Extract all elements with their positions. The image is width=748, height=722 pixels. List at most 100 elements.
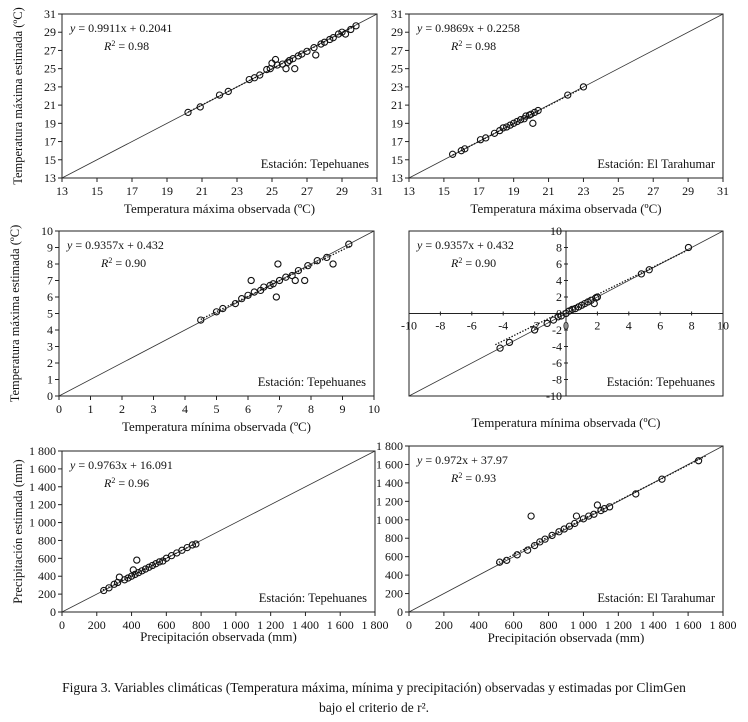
y-tick-label: 25 xyxy=(44,62,56,76)
station-label: Estación: Tepehuanes xyxy=(261,157,369,171)
data-point xyxy=(605,503,614,511)
x-tick-label: 8 xyxy=(308,402,314,416)
data-point xyxy=(461,145,469,153)
regression-equation: y = 0.9869x + 0.2258 xyxy=(416,21,520,35)
data-point xyxy=(334,30,343,38)
y-tick-label: 1 400 xyxy=(376,476,403,490)
chart-panel-6: 0 200 400 600 800 1 000 1 200 1 400 1 600 1 800 0 2… xyxy=(376,439,737,645)
data-point xyxy=(212,308,221,316)
chart-panel-2: 13 15 17 19 21 23 25 27 29 31 13 15 17 19 21 23 25 27 29 31… xyxy=(391,7,729,216)
data-point xyxy=(197,316,205,324)
x-tick-label: 6 xyxy=(245,402,251,416)
x-tick-label: 19 xyxy=(508,184,520,198)
y-tick-label: 1 600 xyxy=(376,457,403,471)
x-tick-label: 800 xyxy=(192,618,210,632)
data-point xyxy=(482,134,490,142)
data-point xyxy=(184,108,192,117)
x-tick-label: -2 xyxy=(530,319,540,333)
y-tick-label: 200 xyxy=(38,587,56,601)
y-axis-title: Temperatura máxima estimada (ºC) xyxy=(11,7,25,185)
data-point xyxy=(530,541,539,550)
y-tick-label: 4 xyxy=(47,323,53,337)
data-point xyxy=(448,150,457,158)
data-point xyxy=(133,556,141,564)
r-squared-label: R2 = 0.93 xyxy=(450,471,496,486)
data-point xyxy=(312,51,320,59)
x-tick-label: 2 xyxy=(594,319,600,333)
x-tick-label: 23 xyxy=(577,184,589,198)
y-tick-label: 9 xyxy=(47,241,53,255)
data-point xyxy=(516,116,525,124)
data-point xyxy=(527,512,535,520)
y-tick-label: 29 xyxy=(391,25,403,39)
data-point xyxy=(273,61,281,69)
y-tick-label: 10 xyxy=(550,224,562,238)
y-tick-label: 200 xyxy=(385,587,403,601)
y-tick-label: 8 xyxy=(47,257,53,271)
y-tick-label: 1 000 xyxy=(29,516,56,530)
data-point xyxy=(284,58,292,66)
x-axis-title: Temperatura mínima observada (ºC) xyxy=(471,415,660,430)
r-squared-label: R2 = 0.90 xyxy=(100,256,146,271)
x-tick-label: 13 xyxy=(56,184,68,198)
x-tick-label: 0 xyxy=(59,618,65,632)
data-point xyxy=(694,457,703,465)
y-tick-label: 0 xyxy=(47,389,53,403)
data-point xyxy=(272,293,280,301)
data-point xyxy=(593,501,602,509)
x-tick-label: 800 xyxy=(540,618,558,632)
data-point xyxy=(134,568,143,577)
data-point xyxy=(288,271,296,280)
data-point xyxy=(590,510,598,518)
data-point xyxy=(496,558,504,566)
regression-equation: y = 0.972x + 37.97 xyxy=(416,453,508,467)
x-axis-title: Temperatura máxima observada (ºC) xyxy=(124,201,315,216)
y-tick-label: 1 000 xyxy=(376,513,403,527)
data-point xyxy=(317,40,325,48)
data-point xyxy=(530,108,539,117)
y-tick-label: 1 600 xyxy=(29,462,56,476)
caption-line-1: Figura 3. Variables climáticas (Temperat… xyxy=(62,680,686,695)
data-point xyxy=(192,540,200,548)
data-point xyxy=(131,570,139,579)
data-point xyxy=(244,291,252,299)
y-axis-title: Precipitación estimada (mm) xyxy=(11,459,25,603)
data-point xyxy=(148,561,157,570)
r-squared-label: R2 = 0.90 xyxy=(450,256,496,271)
data-point xyxy=(352,22,360,30)
x-tick-label: 1 000 xyxy=(570,618,597,632)
x-tick-label: 15 xyxy=(438,184,450,198)
x-tick-label: 29 xyxy=(336,184,348,198)
y-tick-label: 6 xyxy=(47,290,53,304)
data-point xyxy=(120,576,129,584)
regression-equation: y = 0.9357x + 0.432 xyxy=(416,238,514,252)
y-tick-label: 27 xyxy=(391,43,403,57)
data-point xyxy=(303,47,311,56)
y-tick-label: 800 xyxy=(38,533,56,547)
data-point xyxy=(523,546,532,554)
x-tick-label: 10 xyxy=(717,319,729,333)
data-point xyxy=(310,44,318,52)
data-point xyxy=(530,326,539,334)
data-point xyxy=(529,119,537,127)
data-point xyxy=(275,276,284,285)
data-point xyxy=(554,313,562,321)
x-tick-label: 17 xyxy=(126,184,138,198)
data-point xyxy=(571,519,579,528)
data-point xyxy=(285,56,294,65)
data-point xyxy=(329,34,337,42)
r-squared-label: R2 = 0.98 xyxy=(450,39,496,54)
x-tick-label: 1 000 xyxy=(222,618,249,632)
x-tick-label: 27 xyxy=(647,184,659,198)
regression-equation: y = 0.9357x + 0.432 xyxy=(66,238,164,252)
data-point xyxy=(568,305,576,314)
data-point xyxy=(145,563,153,571)
x-tick-label: 31 xyxy=(717,184,729,198)
x-tick-label: 1 800 xyxy=(362,618,389,632)
data-point xyxy=(256,71,264,79)
y-tick-label: 27 xyxy=(44,43,56,57)
y-tick-label: 4 xyxy=(556,274,562,288)
data-point xyxy=(637,270,646,278)
data-point xyxy=(294,266,303,275)
x-tick-label: 15 xyxy=(91,184,103,198)
